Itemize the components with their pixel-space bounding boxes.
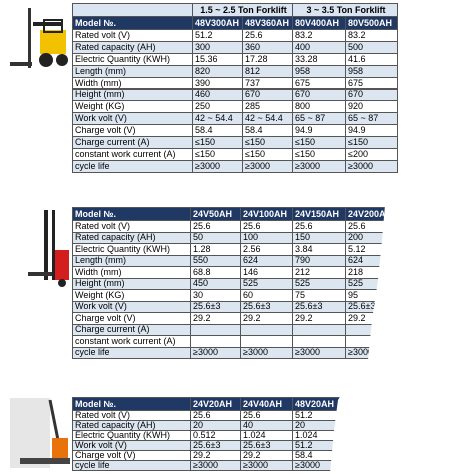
table-cell: ≥3000 (240, 346, 293, 359)
table-cell: ≥3000 (345, 159, 398, 173)
stacker-image (28, 210, 69, 287)
pallet-jack-image (10, 398, 70, 468)
table-cell: ≥3000 (190, 346, 241, 359)
forklift-image (10, 8, 68, 68)
